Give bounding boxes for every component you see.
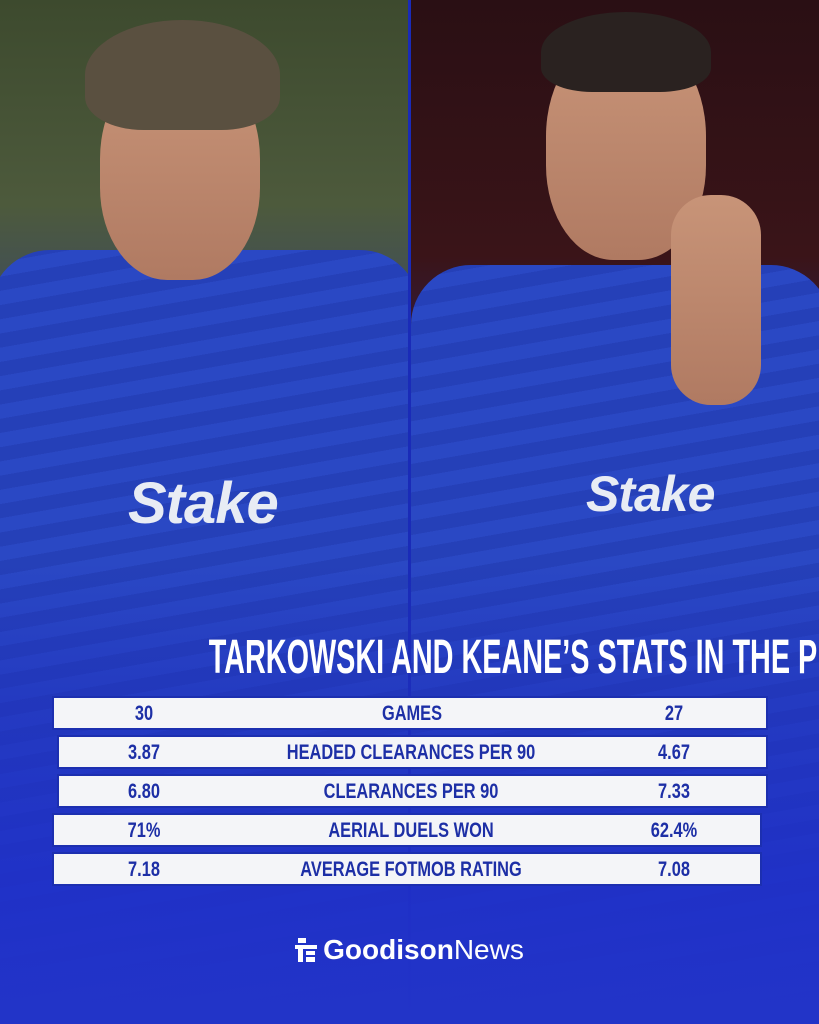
shirt-sponsor: Stake <box>128 471 279 536</box>
tarkowski-value: 71% <box>127 819 161 842</box>
keane-value: 4.67 <box>658 741 690 764</box>
table-row: 7.18 AVERAGE FOTMOB RATING 7.08 <box>52 852 762 886</box>
brand-mark-icon <box>295 938 318 962</box>
page-title: TARKOWSKI AND KEANE’S STATS IN THE PL <box>0 630 819 685</box>
stat-label: AERIAL DUELS WON <box>328 819 494 842</box>
stat-label: GAMES <box>381 702 443 725</box>
divider <box>408 0 411 1024</box>
stat-label: HEADED CLEARANCES PER 90 <box>286 741 536 764</box>
table-row: 30 GAMES 27 <box>52 696 768 730</box>
tarkowski-value: 6.80 <box>128 780 160 803</box>
keane-value: 27 <box>664 702 684 725</box>
table-row: 71% AERIAL DUELS WON 62.4% <box>52 813 762 847</box>
clapping-hands <box>671 195 761 405</box>
keane-value: 7.08 <box>658 858 690 881</box>
brand-bold: Goodison <box>323 934 454 965</box>
player-hair <box>541 12 711 92</box>
title-text: TARKOWSKI AND KEANE’S STATS IN THE PL <box>208 631 819 684</box>
player-hair <box>85 20 280 130</box>
keane-value: 7.33 <box>658 780 690 803</box>
shirt-sponsor: Stake <box>586 466 715 522</box>
goodison-news-logo: GoodisonNews <box>0 934 819 966</box>
tarkowski-value: 7.18 <box>128 858 160 881</box>
brand-regular: News <box>453 934 524 965</box>
tarkowski-value: 3.87 <box>128 741 160 764</box>
tarkowski-value: 30 <box>134 702 154 725</box>
stat-label: CLEARANCES PER 90 <box>323 780 499 803</box>
stat-label: AVERAGE FOTMOB RATING <box>300 858 522 881</box>
table-row: 3.87 HEADED CLEARANCES PER 90 4.67 <box>57 735 768 769</box>
keane-value: 62.4% <box>650 819 698 842</box>
table-row: 6.80 CLEARANCES PER 90 7.33 <box>57 774 768 808</box>
